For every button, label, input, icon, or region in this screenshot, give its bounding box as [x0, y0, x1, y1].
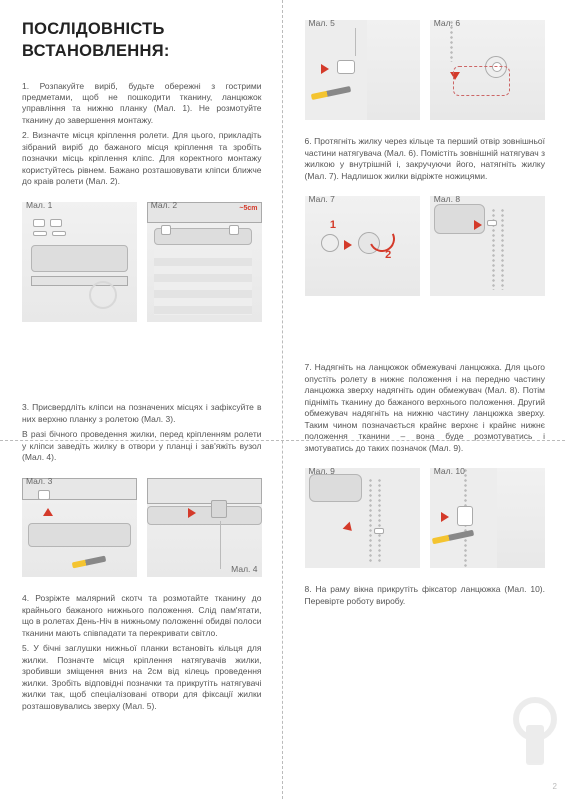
- page-title: ПОСЛІДОВНІСТЬ ВСТАНОВЛЕННЯ:: [22, 18, 262, 63]
- step-3b: В разі бічного проведення жилки, перед к…: [22, 429, 262, 463]
- figure-6-label: Мал. 6: [434, 18, 460, 29]
- figure-5: Мал. 5: [305, 20, 420, 120]
- step-6: 6. Протягніть жилку через кільце та перш…: [305, 136, 546, 182]
- page-number: 2: [553, 782, 557, 793]
- figure-2-label: Мал. 2: [151, 200, 177, 211]
- step-8: 8. На раму вікна прикрутіть фіксатор лан…: [305, 584, 546, 607]
- page: ПОСЛІДОВНІСТЬ ВСТАНОВЛЕННЯ: 1. Розпакуйт…: [0, 0, 565, 799]
- figure-4: Мал. 4: [147, 478, 262, 578]
- figure-4-label: Мал. 4: [231, 564, 257, 575]
- figure-6: Мал. 6: [430, 20, 545, 120]
- fig-row-9-10: Мал. 9 Мал. 10: [305, 468, 546, 568]
- step-7: 7. Надягніть на ланцюжок обмежувачі ланц…: [305, 362, 546, 454]
- watermark-icon: [499, 691, 565, 763]
- figure-8: Мал. 8: [430, 196, 545, 296]
- fig-row-3-4: Мал. 3 Мал. 4: [22, 478, 262, 578]
- figure-7-label: Мал. 7: [309, 194, 335, 205]
- step-5: 5. У бічні заглушки нижньої планки встан…: [22, 643, 262, 712]
- figure-5-label: Мал. 5: [309, 18, 335, 29]
- figure-10: Мал. 10: [430, 468, 545, 568]
- figure-8-label: Мал. 8: [434, 194, 460, 205]
- fig-row-1-2: Мал. 1 Мал. 2 ~5cm: [22, 202, 262, 322]
- fig-row-7-8: Мал. 7 1 2 Мал. 8: [305, 196, 546, 296]
- figure-10-label: Мал. 10: [434, 466, 465, 477]
- figure-7: Мал. 7 1 2: [305, 196, 420, 296]
- step-3a: 3. Присвердліть кліпси на позначених міс…: [22, 402, 262, 425]
- figure-1-label: Мал. 1: [26, 200, 52, 211]
- dimension-5cm: ~5cm: [239, 204, 257, 213]
- right-column: Мал. 5 Мал. 6 6: [283, 0, 565, 799]
- figure-1: Мал. 1: [22, 202, 137, 322]
- figure-2: Мал. 2 ~5cm: [147, 202, 262, 322]
- fig-row-5-6: Мал. 5 Мал. 6: [305, 20, 546, 120]
- figure-9: Мал. 9: [305, 468, 420, 568]
- step-2: 2. Визначте місця кріплення ролети. Для …: [22, 130, 262, 187]
- step-4: 4. Розріжте малярний скотч та розмотайте…: [22, 593, 262, 639]
- step-1: 1. Розпакуйте виріб, будьте обережні з г…: [22, 81, 262, 127]
- figure-9-label: Мал. 9: [309, 466, 335, 477]
- left-column: ПОСЛІДОВНІСТЬ ВСТАНОВЛЕННЯ: 1. Розпакуйт…: [0, 0, 283, 799]
- figure-3: Мал. 3: [22, 478, 137, 578]
- callout-1: 1: [330, 218, 336, 233]
- figure-3-label: Мал. 3: [26, 476, 52, 487]
